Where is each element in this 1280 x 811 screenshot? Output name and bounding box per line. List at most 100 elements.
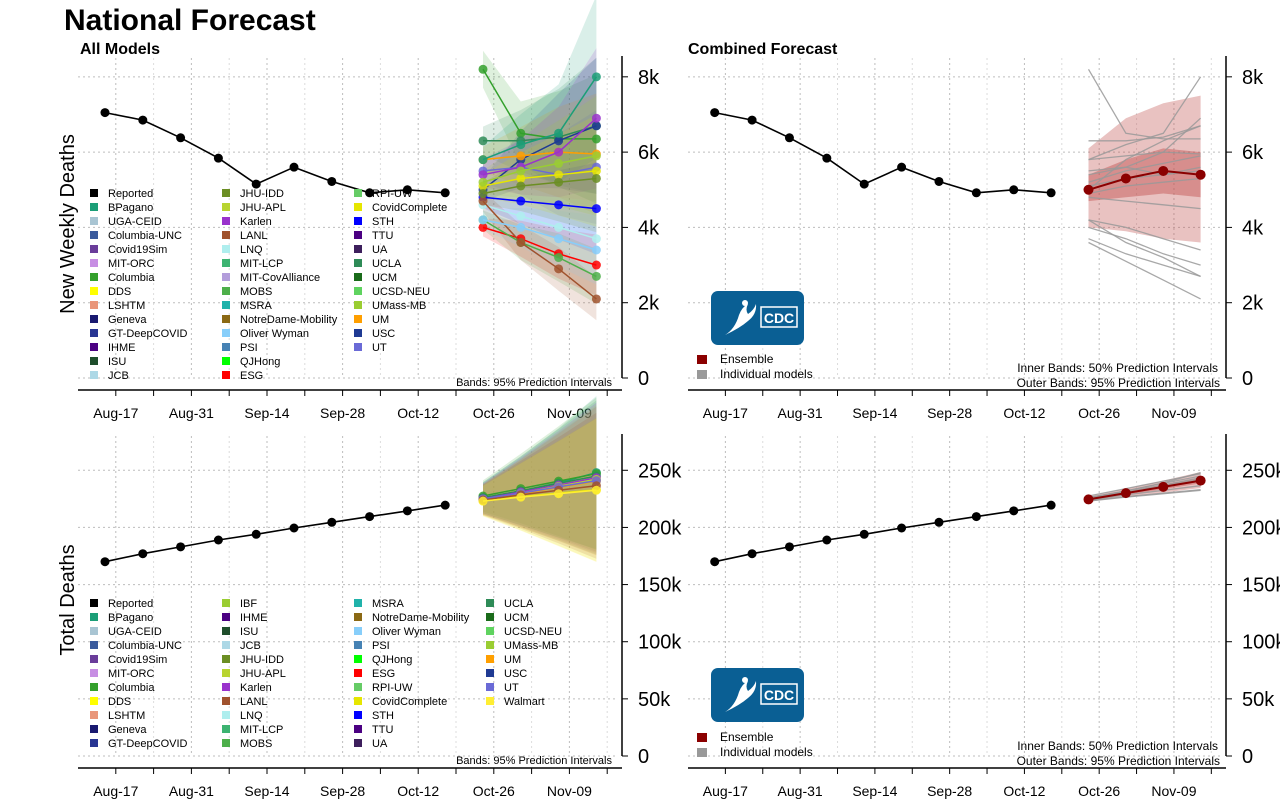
individual-model-line — [1087, 68, 1201, 140]
legend-swatch — [90, 315, 98, 323]
legend-swatch — [90, 683, 98, 691]
legend-swatch — [354, 273, 362, 281]
cdc-logo: CDC — [711, 668, 804, 722]
legend-swatch — [222, 613, 230, 621]
legend-item: Oliver Wyman — [372, 626, 441, 638]
legend-item: JCB — [108, 370, 129, 382]
individual-model-line — [1088, 76, 1202, 161]
model-point — [478, 196, 488, 206]
reported-point — [1009, 185, 1019, 195]
model-line — [482, 204, 597, 240]
legend-swatch — [354, 231, 362, 239]
legend-swatch — [90, 669, 98, 677]
reported-point — [934, 517, 944, 527]
reported-point — [440, 500, 450, 510]
model-point — [554, 128, 564, 138]
legend-swatch — [222, 203, 230, 211]
individual-model-line — [1088, 241, 1201, 300]
model-point — [516, 128, 526, 138]
legend-swatch — [222, 697, 230, 705]
y-tick-label: 100k — [1242, 632, 1280, 654]
x-tick-label: Sep-14 — [244, 405, 289, 421]
eagle-head-icon — [742, 300, 748, 306]
legend-item: BPagano — [108, 202, 153, 214]
legend-swatch — [90, 599, 98, 607]
reported-point — [859, 529, 869, 539]
y-tick-label: 150k — [1242, 575, 1280, 597]
legend-swatch — [354, 697, 362, 705]
model-point — [591, 166, 601, 176]
model-point — [591, 485, 601, 495]
legend-item: IHME — [108, 342, 136, 354]
legend-swatch — [90, 231, 98, 239]
individual-model-line — [1088, 117, 1202, 176]
model-point — [516, 222, 526, 232]
ensemble-point — [1083, 184, 1094, 195]
legend-item: JCB — [240, 640, 261, 652]
reported-point — [251, 529, 261, 539]
legend-swatch — [354, 683, 362, 691]
legend-item: UCM — [504, 612, 529, 624]
legend-item: USC — [504, 668, 527, 680]
x-tick-label: Oct-26 — [1078, 405, 1120, 421]
y-tick-label: 200k — [1242, 517, 1280, 539]
model-point — [591, 134, 601, 144]
legend-item: ESG — [240, 370, 263, 382]
ensemble-point — [1158, 481, 1169, 492]
legend-swatch — [90, 613, 98, 621]
model-point — [478, 189, 488, 199]
reported-point — [251, 179, 261, 189]
legend-item: UMass-MB — [372, 300, 426, 312]
legend-item: Columbia-UNC — [108, 230, 182, 242]
x-tick-label: Nov-09 — [547, 783, 592, 799]
y-axis-label: Total Deaths — [57, 544, 79, 655]
legend-item: Karlen — [240, 216, 272, 228]
x-tick-label: Oct-12 — [397, 405, 439, 421]
legend-item: LANL — [240, 696, 268, 708]
legend-item: MIT-ORC — [108, 258, 154, 270]
legend-item: UM — [372, 314, 389, 326]
legend-item: Geneva — [108, 724, 147, 736]
legend-item: JHU-IDD — [240, 654, 284, 666]
model-line — [482, 125, 597, 191]
legend-item: Covid19Sim — [108, 244, 167, 256]
model-point — [554, 222, 564, 232]
legend-swatch — [90, 371, 98, 379]
legend-swatch — [90, 343, 98, 351]
individual-model-line — [1088, 166, 1201, 176]
prediction-band — [483, 396, 597, 550]
legend-item: MSRA — [372, 598, 404, 610]
legend-swatch — [222, 599, 230, 607]
prediction-band — [483, 404, 597, 555]
x-tick-label: Sep-14 — [852, 405, 897, 421]
model-point — [554, 177, 564, 187]
y-tick-label: 2k — [638, 293, 660, 315]
reported-point — [176, 542, 186, 552]
legend-item: NotreDame-Mobility — [240, 314, 338, 326]
reported-point — [289, 162, 299, 172]
individual-model-line — [1088, 475, 1201, 499]
legend-item: LNQ — [240, 710, 263, 722]
model-point — [591, 113, 601, 123]
chart-total_combined: Aug-17 Aug-31 Sep-14 Sep-28 Oct-12 Oct-26 Nov-… — [688, 434, 1280, 799]
legend-item: Columbia — [108, 272, 155, 284]
reported-point — [971, 512, 981, 522]
x-tick-label: Oct-12 — [1003, 783, 1045, 799]
cdc-logo-text: CDC — [764, 310, 794, 326]
legend-item: UM — [504, 654, 521, 666]
legend-item: CovidComplete — [372, 202, 447, 214]
legend-item: QJHong — [240, 356, 280, 368]
model-point — [591, 151, 601, 161]
model-line — [482, 155, 597, 183]
legend-item: MIT-LCP — [240, 724, 283, 736]
reported-point — [100, 557, 110, 567]
ensemble-point — [1195, 475, 1206, 486]
individual-model-line — [1088, 177, 1201, 195]
reported-line — [104, 504, 446, 563]
legend-swatch — [486, 655, 494, 663]
legend-item: UT — [372, 342, 387, 354]
legend-item: MSRA — [240, 300, 272, 312]
legend-swatch — [486, 613, 494, 621]
page-title: National Forecast — [64, 4, 316, 37]
